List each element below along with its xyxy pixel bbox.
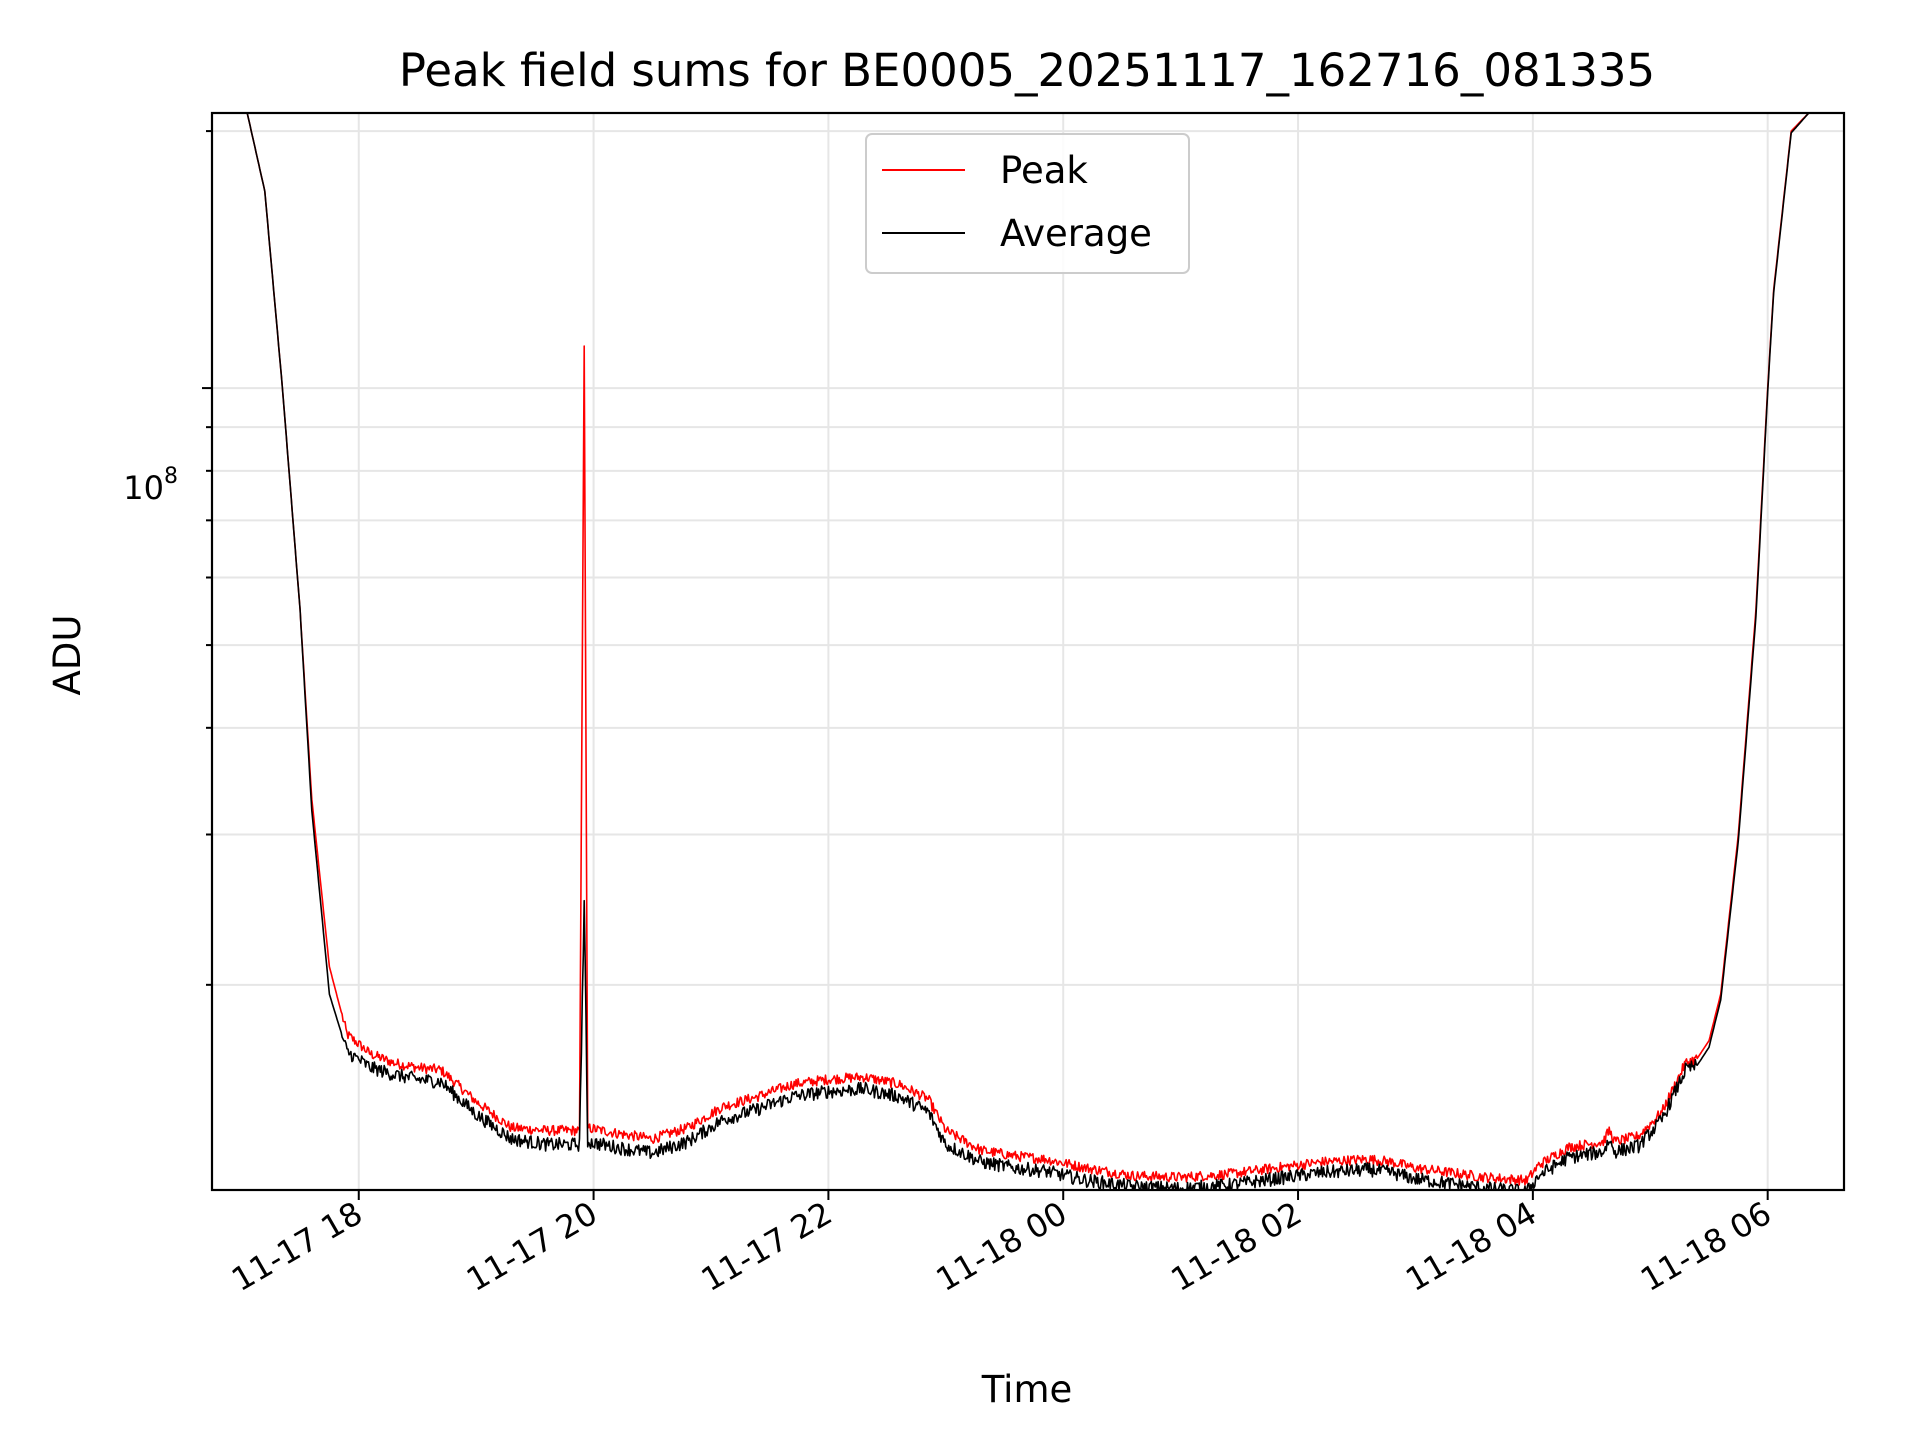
legend-average-label: Average	[1000, 212, 1152, 255]
y-axis-ticks	[202, 130, 212, 986]
x-gridlines	[357, 113, 1769, 1190]
series-group	[212, 113, 1844, 1190]
legend-peak-label: Peak	[1000, 149, 1088, 192]
y-tick-base: 10	[123, 469, 164, 507]
y-tick-label-major: 108	[123, 464, 178, 507]
chart-title: Peak field sums for BE0005_20251117_1627…	[399, 44, 1655, 97]
series-line-average	[212, 113, 1844, 1190]
x-axis-label: Time	[981, 1368, 1073, 1411]
legend-box	[865, 133, 1190, 274]
plot-area	[212, 113, 1844, 1190]
y-tick-exponent: 8	[164, 464, 178, 489]
y-gridlines	[212, 130, 1844, 986]
y-axis-label: ADU	[46, 615, 89, 696]
legend: Peak Average	[865, 133, 1190, 274]
series-line-peak	[212, 113, 1844, 1186]
plot-frame	[210, 111, 1846, 1192]
